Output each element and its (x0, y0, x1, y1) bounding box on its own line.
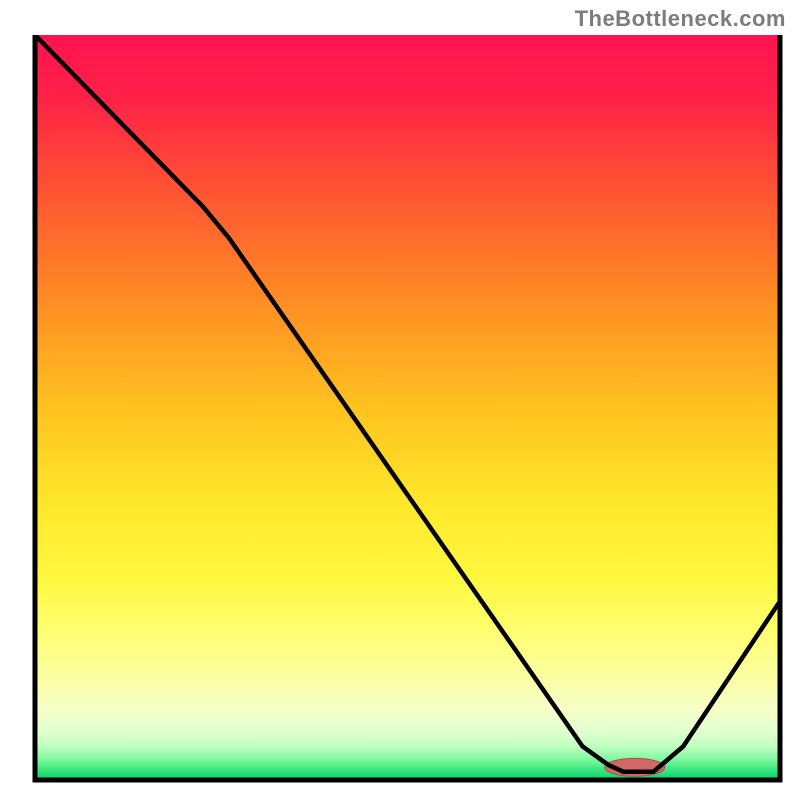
bottleneck-chart: { "watermark": "TheBottleneck.com", "cha… (0, 0, 800, 800)
chart-canvas (0, 0, 800, 800)
watermark: TheBottleneck.com (575, 6, 786, 32)
